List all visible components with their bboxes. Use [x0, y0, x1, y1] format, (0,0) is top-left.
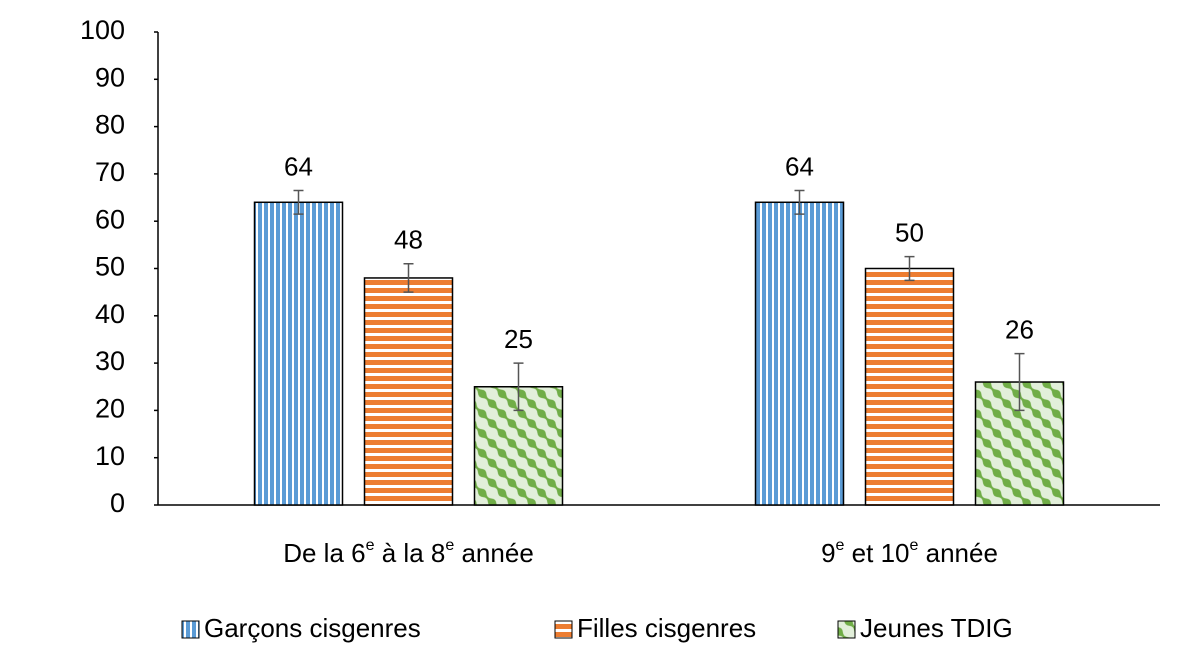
- y-tick-label: 70: [95, 157, 125, 187]
- x-tick-label: De la 6e à la 8e année: [283, 537, 534, 568]
- y-tick-label: 100: [80, 15, 125, 45]
- bar: [754, 201, 845, 506]
- error-bar: [794, 189, 805, 215]
- bar: [864, 267, 955, 506]
- y-tick-label: 30: [95, 346, 125, 376]
- y-tick-label: 60: [95, 204, 125, 234]
- legend-label: Jeunes TDIG: [860, 613, 1013, 643]
- y-tick-label: 40: [95, 299, 125, 329]
- y-tick-label: 10: [95, 441, 125, 471]
- legend-swatch: [554, 620, 573, 639]
- value-label: 64: [284, 151, 313, 181]
- error-bar: [904, 255, 915, 282]
- error-bar: [1014, 352, 1025, 412]
- value-label: 25: [504, 324, 533, 354]
- y-tick-label: 80: [95, 110, 125, 140]
- y-tick-label: 20: [95, 394, 125, 424]
- x-tick-label: 9e et 10e année: [821, 537, 998, 568]
- error-bar: [293, 189, 304, 215]
- error-bar: [513, 362, 524, 412]
- bar: [363, 277, 454, 506]
- value-label: 64: [785, 151, 814, 181]
- y-tick-label: 0: [110, 488, 125, 518]
- y-tick-label: 50: [95, 252, 125, 282]
- value-label: 50: [895, 218, 924, 248]
- value-label: 48: [394, 225, 423, 255]
- value-label: 26: [1005, 315, 1034, 345]
- legend-label: Filles cisgenres: [577, 613, 756, 643]
- error-bar: [403, 263, 414, 293]
- legend-label: Garçons cisgenres: [204, 613, 421, 643]
- legend-swatch: [181, 620, 200, 639]
- y-tick-label: 90: [95, 62, 125, 92]
- legend-swatch: [837, 620, 856, 639]
- bar: [253, 201, 344, 506]
